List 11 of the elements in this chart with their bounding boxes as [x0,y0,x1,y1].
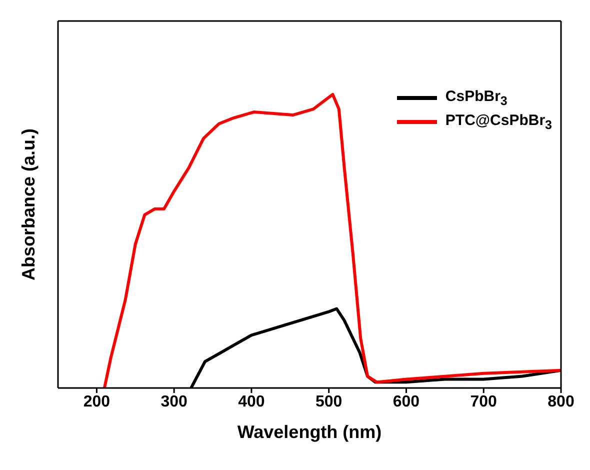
x-tick-label: 200 [83,393,110,410]
x-tick-label: 600 [392,393,420,410]
x-tick-label: 400 [238,393,265,410]
legend-label: CsPbBr$_{3}$ [445,88,508,108]
y-axis-title: Absorbance (a.u.) [18,128,38,281]
x-axis-title: Wavelength (nm) [237,422,382,442]
legend-label: PTC@CsPbBr$_{3}$ [445,112,552,132]
x-tick-label: 300 [160,393,188,410]
x-tick-label: 800 [548,393,574,410]
x-tick-label: 500 [315,393,342,410]
x-tick-label: 700 [470,393,498,410]
